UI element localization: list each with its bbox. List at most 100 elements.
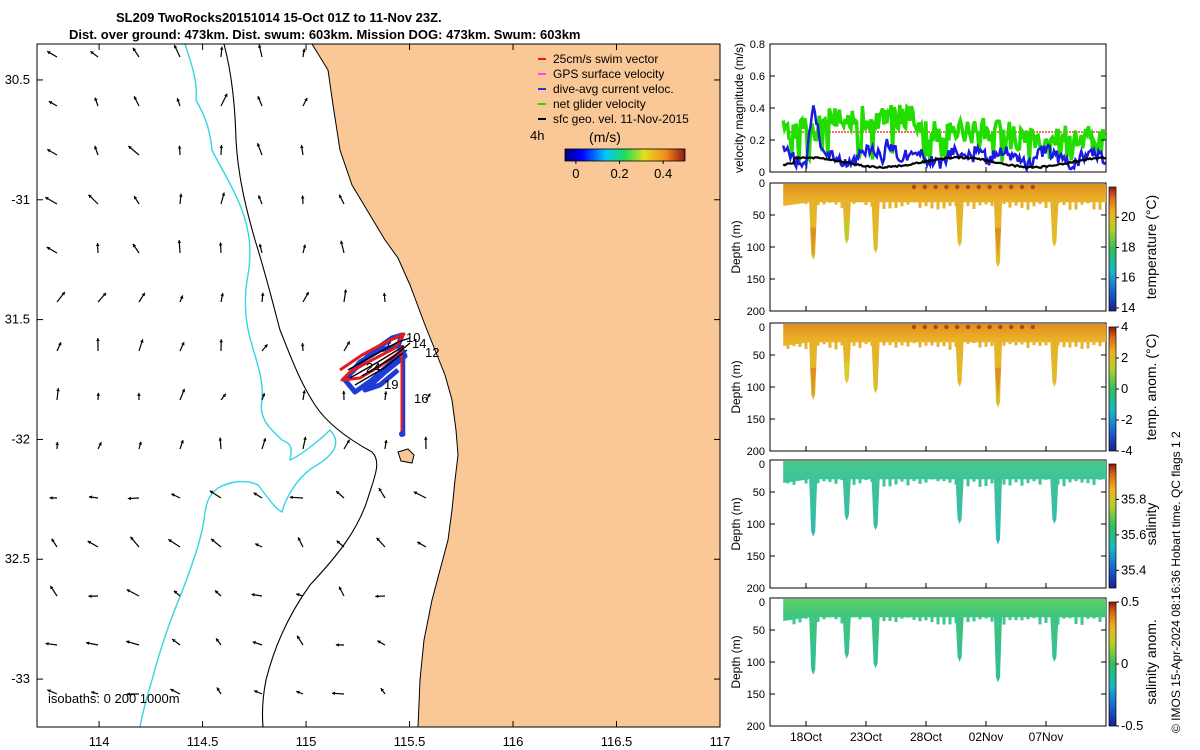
dive-core bbox=[810, 367, 817, 400]
vector-arrowhead bbox=[102, 292, 107, 297]
vector-arrowhead bbox=[45, 197, 49, 201]
vector-arrowhead bbox=[261, 393, 266, 397]
vector-arrowhead bbox=[91, 690, 95, 695]
vector-arrowhead bbox=[222, 393, 226, 398]
dive-core bbox=[810, 227, 817, 259]
vector-arrowhead bbox=[252, 641, 257, 645]
vector-arrowhead bbox=[50, 585, 54, 590]
dive-core bbox=[995, 227, 1001, 259]
vector-arrowhead bbox=[255, 543, 259, 547]
vector-arrowhead bbox=[126, 589, 131, 593]
section-colorbar bbox=[1108, 326, 1117, 452]
vector-arrowhead bbox=[342, 390, 346, 394]
vector-arrowhead bbox=[173, 590, 178, 595]
vector-arrowhead bbox=[128, 146, 132, 150]
vector-arrowhead bbox=[177, 239, 182, 244]
section-y-tick-label: 0 bbox=[759, 322, 765, 334]
time-tick-label: 18Oct bbox=[790, 730, 823, 744]
vector-arrowhead bbox=[94, 145, 98, 150]
vector-arrowhead bbox=[224, 93, 228, 98]
vector-arrowhead bbox=[253, 492, 258, 496]
section-y-tick-label: 50 bbox=[753, 487, 765, 499]
vector-arrowhead bbox=[258, 44, 262, 48]
map-y-tick-label: -31 bbox=[11, 192, 30, 207]
map-y-tick-label: 32.5 bbox=[5, 551, 30, 566]
section-y-tick-label: 150 bbox=[747, 689, 765, 701]
vector-arrowhead bbox=[48, 101, 53, 105]
warm-surface-patch bbox=[944, 184, 949, 190]
vector-arrowhead bbox=[262, 438, 267, 442]
section-colorbar-tick-label: 35.6 bbox=[1121, 527, 1146, 542]
warm-surface-patch bbox=[998, 184, 1003, 190]
vector-arrowhead bbox=[424, 436, 428, 440]
vector-arrowhead bbox=[94, 97, 98, 102]
vector-arrowhead bbox=[96, 338, 100, 342]
vector-arrowhead bbox=[300, 145, 304, 149]
speed-colorbar-tick-label: 0.2 bbox=[611, 166, 629, 181]
vector-arrowhead bbox=[45, 642, 49, 646]
warm-surface-patch bbox=[1009, 324, 1014, 330]
vector-arrowhead bbox=[134, 195, 138, 200]
section-panel-temperature: 0 50 100 150 200 Depth (m) 14 16 18 20 temperature… bbox=[729, 178, 1159, 318]
section-y-tick-label: 150 bbox=[747, 551, 765, 563]
warm-surface-patch bbox=[1009, 184, 1014, 190]
warm-surface-patch bbox=[922, 184, 927, 190]
warm-surface-patch bbox=[987, 184, 992, 190]
vector-arrowhead bbox=[302, 244, 307, 248]
velocity-magnitude-panel: 0 0.2 0.4 0.6 0.8 velocity magnitude (m/s) bbox=[732, 39, 1107, 179]
vector-arrowhead bbox=[47, 51, 51, 55]
vector-arrowhead bbox=[219, 145, 224, 149]
section-y-tick-label: 100 bbox=[747, 242, 765, 254]
legend-entry: 25cm/s swim vector bbox=[553, 52, 658, 66]
warm-surface-patch bbox=[922, 324, 927, 330]
section-panel-temp_anom: 0 50 100 150 200 Depth (m) -4 -2 0 2 4 temp. anom. … bbox=[729, 319, 1159, 458]
section-colorbar-tick-label: 18 bbox=[1121, 239, 1135, 254]
section-colorbar-tick-label: 2 bbox=[1121, 350, 1128, 365]
section-colorbar-label: salinity bbox=[1143, 503, 1159, 546]
map-x-tick-label: 115 bbox=[296, 734, 317, 749]
map-y-axis: 30.5 -31 31.5 -32 32.5 -33 bbox=[5, 72, 720, 686]
vector-arrowhead bbox=[140, 339, 144, 343]
velocity-y-axis: 0 0.2 0.4 0.6 0.8 bbox=[750, 39, 1106, 179]
vector-arrowhead bbox=[303, 436, 307, 440]
vector-arrowhead bbox=[264, 344, 268, 348]
warm-surface-patch bbox=[933, 184, 938, 190]
vector-arrowhead bbox=[216, 638, 220, 642]
warm-surface-patch bbox=[955, 184, 960, 190]
day-label-14: 14 bbox=[412, 336, 426, 351]
vector-arrowhead bbox=[173, 44, 178, 49]
warm-surface-patch bbox=[998, 324, 1003, 330]
vector-arrowhead bbox=[219, 46, 224, 50]
vector-arrowhead bbox=[256, 143, 261, 147]
vector-arrowhead bbox=[251, 593, 255, 597]
speed-colorbar-tick-label: 0 bbox=[572, 166, 579, 181]
vector-arrowhead bbox=[346, 341, 350, 345]
vector-arrowhead bbox=[219, 339, 223, 343]
section-y-label: Depth (m) bbox=[729, 635, 743, 688]
vector-arrowhead bbox=[300, 343, 305, 347]
legend-entry: net glider velocity bbox=[553, 97, 646, 111]
vector-arrowhead bbox=[378, 487, 382, 492]
vector-arrowhead bbox=[56, 388, 60, 392]
warm-surface-patch bbox=[911, 324, 917, 330]
vector-arrowhead bbox=[297, 537, 302, 541]
vector-arrowhead bbox=[55, 442, 60, 446]
vector-arrowhead bbox=[86, 641, 90, 645]
section-panel-salinity_anom: 0 50 100 150 200 Depth (m) -0.5 0 0.5 salinity an… bbox=[729, 594, 1159, 733]
figure-title-line-1: SL209 TwoRocks20151014 15-Oct 01Z to 11-… bbox=[116, 10, 442, 25]
garden-island bbox=[397, 448, 415, 464]
section-colorbar-tick-label: 0 bbox=[1121, 656, 1128, 671]
map-frame bbox=[36, 43, 721, 728]
time-label: 4h bbox=[530, 128, 544, 143]
section-y-tick-label: 200 bbox=[747, 306, 765, 318]
warm-surface-patch bbox=[976, 184, 981, 190]
vector-arrowhead bbox=[258, 243, 263, 248]
time-tick-label: 07Nov bbox=[1029, 730, 1064, 744]
section-colorbar-tick-label: 35.8 bbox=[1121, 491, 1146, 506]
section-y-tick-label: 0 bbox=[759, 597, 765, 609]
vector-arrowhead bbox=[335, 643, 339, 647]
section-colorbar-tick-label: 4 bbox=[1121, 319, 1128, 334]
vector-arrowhead bbox=[216, 687, 221, 691]
dive-core bbox=[843, 361, 850, 385]
vector-arrowhead bbox=[127, 496, 131, 501]
